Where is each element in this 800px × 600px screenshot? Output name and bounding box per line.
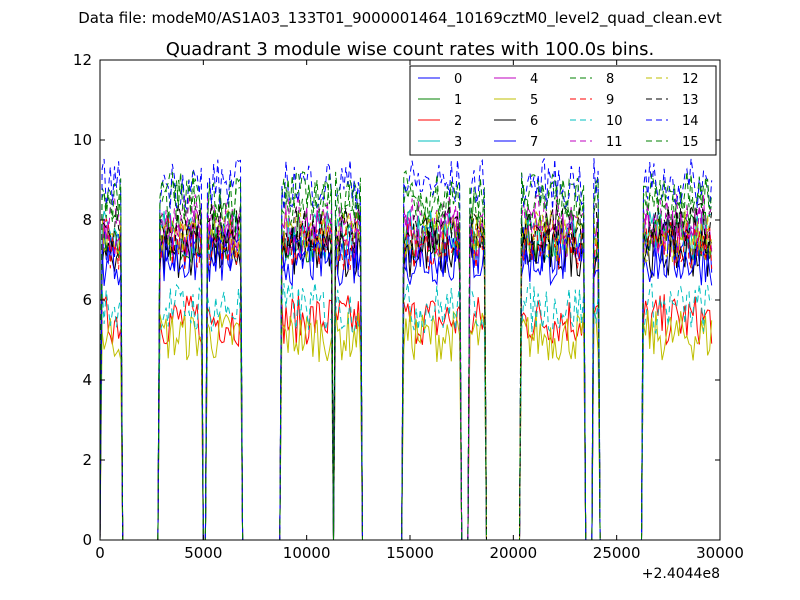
y-tick-label: 4: [82, 371, 92, 389]
x-tick-label: 5000: [184, 544, 222, 562]
y-tick-label: 2: [82, 451, 92, 469]
legend-label-9: 9: [606, 93, 614, 108]
legend-label-4: 4: [530, 72, 538, 87]
series-line-15: [99, 170, 713, 541]
legend-label-10: 10: [606, 114, 623, 129]
legend-label-2: 2: [454, 114, 462, 129]
legend-label-11: 11: [606, 135, 623, 150]
series-line-6: [99, 225, 713, 541]
x-tick-label: 0: [95, 544, 105, 562]
x-tick-label: 30000: [696, 544, 744, 562]
legend-label-6: 6: [530, 114, 538, 129]
series-line-7: [99, 234, 713, 541]
legend-label-14: 14: [682, 114, 699, 129]
legend-label-0: 0: [454, 72, 462, 87]
legend-label-5: 5: [530, 93, 538, 108]
x-tick-label: 15000: [386, 544, 434, 562]
legend-label-8: 8: [606, 72, 614, 87]
legend-label-1: 1: [454, 93, 462, 108]
legend-label-3: 3: [454, 135, 462, 150]
figure-suptitle: Data file: modeM0/AS1A03_133T01_90000014…: [78, 9, 722, 27]
y-tick-label: 0: [82, 531, 92, 549]
legend-label-13: 13: [682, 93, 699, 108]
y-tick-label: 6: [82, 291, 92, 309]
legend-label-7: 7: [530, 135, 538, 150]
series-layer: [99, 157, 713, 541]
x-tick-label: 10000: [283, 544, 331, 562]
series-line-5: [99, 310, 713, 541]
legend-label-15: 15: [682, 135, 699, 150]
y-tick-label: 12: [73, 51, 92, 69]
x-tick-label: 25000: [593, 544, 641, 562]
y-tick-label: 10: [73, 131, 92, 149]
x-tick-label: 20000: [489, 544, 537, 562]
legend-box: [409, 65, 717, 156]
legend-label-12: 12: [682, 72, 699, 87]
x-offset-label: +2.4044e8: [642, 566, 720, 582]
series-line-2: [99, 294, 713, 541]
chart-title: Quadrant 3 module wise count rates with …: [166, 39, 655, 60]
y-tick-label: 8: [82, 211, 92, 229]
